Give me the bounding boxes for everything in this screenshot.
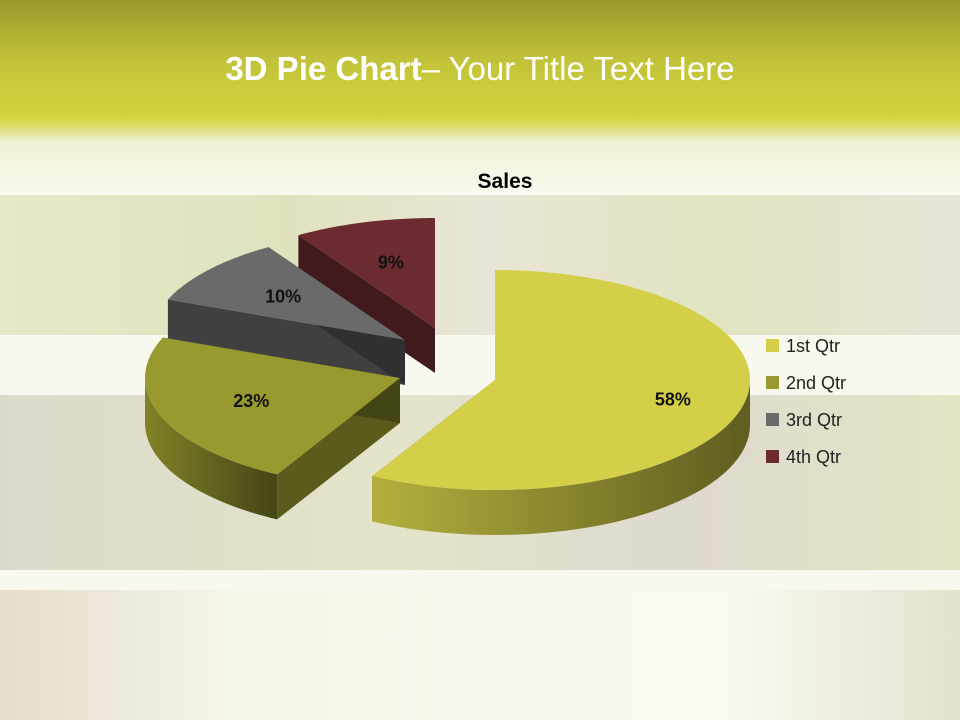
legend-swatch	[766, 376, 779, 389]
slice-side-face	[167, 299, 405, 385]
slide-title: 3D Pie Chart– Your Title Text Here	[0, 50, 960, 88]
legend-label: 3rd Qtr	[786, 410, 842, 430]
slice-outer-wall	[372, 380, 750, 535]
pie-slice-3rd-qtr: 10%	[167, 247, 405, 385]
grapes-background-bottom	[0, 590, 960, 720]
data-label: 9%	[378, 253, 404, 273]
title-bold: 3D Pie Chart	[225, 50, 422, 87]
slice-outer-wall	[145, 378, 278, 520]
pie-slice-1st-qtr: 58%	[372, 270, 750, 535]
slice-top	[145, 337, 400, 475]
header-fade	[0, 140, 960, 200]
slice-top	[372, 270, 750, 490]
header-band	[0, 0, 960, 140]
legend-swatch	[766, 339, 779, 352]
legend-item: 1st Qtr	[766, 336, 840, 356]
legend-swatch	[766, 450, 779, 463]
slice-top	[298, 218, 435, 328]
legend-item: 4th Qtr	[766, 447, 841, 467]
title-rest: – Your Title Text Here	[421, 50, 735, 87]
grapes-background-top	[0, 195, 960, 335]
legend-label: 1st Qtr	[786, 336, 840, 356]
legend-swatch	[766, 413, 779, 426]
legend-item: 3rd Qtr	[766, 410, 842, 430]
pie-slice-2nd-qtr: 23%	[145, 337, 400, 520]
chart-title: Sales	[478, 170, 533, 193]
legend-label: 2nd Qtr	[786, 373, 846, 393]
data-label: 58%	[655, 390, 691, 410]
data-label: 23%	[233, 391, 269, 411]
slice-top	[167, 247, 405, 340]
data-label: 10%	[265, 287, 301, 307]
legend-label: 4th Qtr	[786, 447, 841, 467]
legend-item: 2nd Qtr	[766, 373, 846, 393]
